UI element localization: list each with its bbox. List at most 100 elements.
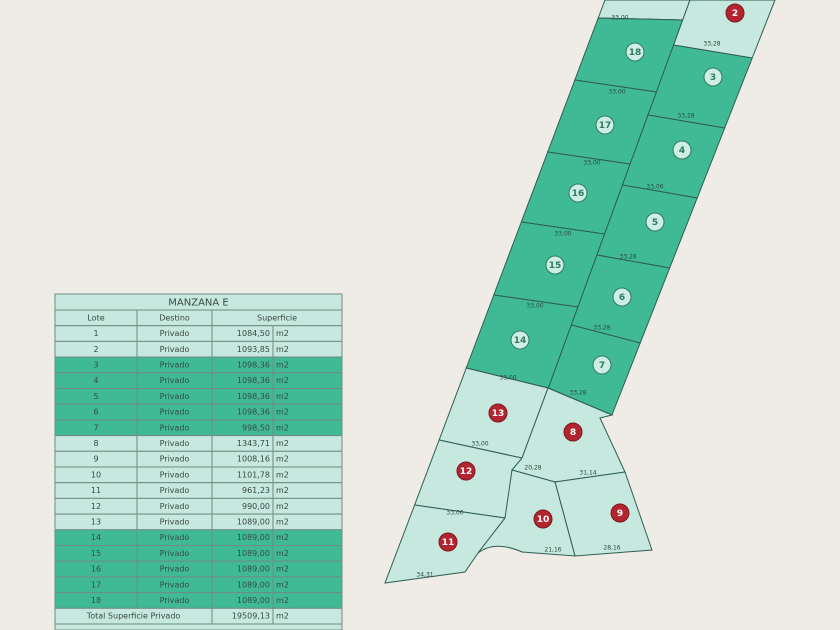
- lot-number: 4: [679, 146, 685, 156]
- lot-number: 17: [599, 121, 612, 131]
- use-cell: Privado: [160, 580, 190, 589]
- table-title: MANZANA E: [168, 298, 228, 309]
- lot-plan: 2 3 4 5 6 7 8 9 10 11 12 13 14 15 16 17 18 33,00 33,28 33,0…: [384, 0, 776, 584]
- lot-cell: 6: [93, 408, 98, 417]
- dimension-label: 31,14: [579, 470, 596, 477]
- lot-number: 5: [652, 218, 658, 228]
- dimension-label: 33,00: [583, 160, 600, 167]
- use-cell: Privado: [160, 329, 190, 338]
- area-cell: 1098,36: [237, 392, 270, 401]
- unit-cell: m2: [276, 486, 289, 495]
- lot-cell: 3: [93, 360, 98, 369]
- lot-marker: [510, 330, 530, 350]
- lot-cell: 15: [91, 549, 101, 558]
- lot-marker: [456, 461, 476, 481]
- unit-cell: m2: [276, 345, 289, 354]
- lot-cell: 12: [91, 502, 101, 511]
- lot-cell: 11: [91, 486, 101, 495]
- dimension-label: 33,28: [677, 113, 694, 120]
- lot-marker: [672, 140, 692, 160]
- unit-cell: m2: [276, 502, 289, 511]
- lot-marker: [533, 509, 553, 529]
- lot-number: 3: [710, 73, 716, 83]
- area-cell: 1098,36: [237, 376, 270, 385]
- lot-marker: [568, 183, 588, 203]
- unit-cell: m2: [276, 423, 289, 432]
- area-cell: 1089,00: [237, 549, 270, 558]
- lot-marker: [438, 532, 458, 552]
- area-cell: 1093,85: [237, 345, 270, 354]
- lot-cell: 8: [93, 439, 98, 448]
- lot-marker: [545, 255, 565, 275]
- dimension-label: 28,16: [603, 545, 620, 552]
- column-header: Destino: [159, 313, 190, 322]
- use-cell: Privado: [160, 517, 190, 526]
- area-cell: 1089,00: [237, 580, 270, 589]
- table-row-cut: [54, 623, 343, 630]
- dimension-label: 33,00: [526, 303, 543, 310]
- lot-number: 13: [492, 409, 505, 419]
- area-cell: 1089,00: [237, 517, 270, 526]
- dimension-label: 33,00: [446, 510, 463, 517]
- lot-cell: 1: [93, 329, 98, 338]
- lot-number: 2: [732, 9, 738, 19]
- unit-cell: m2: [276, 596, 289, 605]
- dimension-label: 33,00: [611, 15, 628, 22]
- area-cell: 1101,78: [237, 470, 270, 479]
- lot-number: 15: [549, 261, 562, 271]
- lot-marker: [645, 212, 665, 232]
- lot-marker: [625, 42, 645, 62]
- unit-cell: m2: [276, 565, 289, 574]
- column-header: Superficie: [257, 313, 297, 322]
- area-cell: 1343,71: [237, 439, 270, 448]
- lot: [477, 469, 576, 557]
- use-cell: Privado: [160, 533, 190, 542]
- lot-number: 7: [599, 361, 605, 371]
- unit-cell: m2: [276, 549, 289, 558]
- area-cell: 1089,00: [237, 533, 270, 542]
- unit-cell: m2: [276, 408, 289, 417]
- unit-cell: m2: [276, 329, 289, 338]
- lot-number: 11: [442, 538, 455, 548]
- area-cell: 1008,16: [237, 455, 270, 464]
- unit-cell: m2: [276, 439, 289, 448]
- lot-marker: [563, 422, 583, 442]
- area-cell: 1098,36: [237, 408, 270, 417]
- use-cell: Privado: [160, 408, 190, 417]
- dimension-label: 21,16: [544, 547, 561, 554]
- total-value: 19509,13: [232, 612, 270, 621]
- lot-marker: [612, 287, 632, 307]
- total-label: Total Superficie Privado: [86, 612, 181, 621]
- lot-number: 16: [572, 189, 585, 199]
- use-cell: Privado: [160, 502, 190, 511]
- dimension-label: 33,00: [608, 89, 625, 96]
- area-cell: 998,50: [242, 423, 270, 432]
- unit-cell: m2: [276, 470, 289, 479]
- lot-marker: [610, 503, 630, 523]
- use-cell: Privado: [160, 423, 190, 432]
- use-cell: Privado: [160, 455, 190, 464]
- area-cell: 1098,36: [237, 360, 270, 369]
- lot-cell: 4: [93, 376, 98, 385]
- lot-number: 12: [460, 467, 473, 477]
- unit-cell: m2: [276, 360, 289, 369]
- lot-cell: 18: [91, 596, 101, 605]
- unit-cell: m2: [276, 580, 289, 589]
- dimension-label: 20,28: [524, 465, 541, 472]
- dimension-label: 33,28: [619, 254, 636, 261]
- use-cell: Privado: [160, 360, 190, 369]
- dimension-label: 33,28: [703, 41, 720, 48]
- lot-number: 6: [619, 293, 625, 303]
- lot-cell: 17: [91, 580, 101, 589]
- lot-marker: [725, 3, 745, 23]
- lot-number: 10: [537, 515, 550, 525]
- use-cell: Privado: [160, 392, 190, 401]
- unit-cell: m2: [276, 392, 289, 401]
- lot-marker: [488, 403, 508, 423]
- total-unit: m2: [276, 612, 289, 621]
- area-cell: 1089,00: [237, 596, 270, 605]
- area-cell: 1084,50: [237, 329, 270, 338]
- area-cell: 1089,00: [237, 565, 270, 574]
- lot-table: MANZANA E Lote Destino Superficie 1 Privado 10…: [54, 293, 343, 630]
